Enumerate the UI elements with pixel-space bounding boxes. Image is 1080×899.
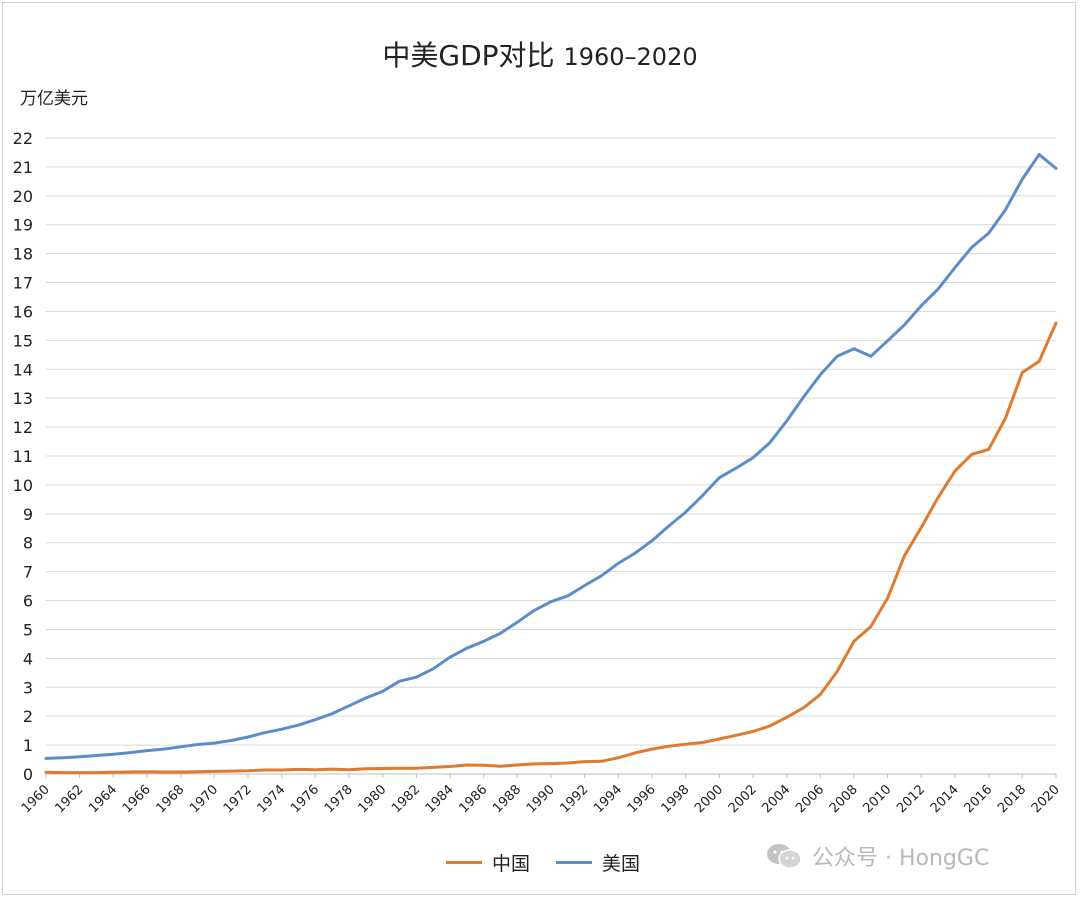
y-tick-label: 17 [13, 274, 33, 293]
y-tick-label: 0 [23, 765, 33, 784]
y-tick-label: 6 [23, 592, 33, 611]
x-tick-label: 2004 [759, 782, 793, 816]
x-tick-label: 1976 [288, 782, 322, 816]
watermark: 公众号 · HongGC [766, 840, 989, 872]
series-line-china [44, 321, 1058, 775]
y-tick-label: 15 [13, 331, 33, 350]
x-tick-label: 1990 [524, 782, 558, 816]
x-tick-label: 1960 [19, 782, 53, 816]
y-tick-label: 18 [13, 245, 33, 264]
legend-label-china: 中国 [492, 853, 531, 875]
y-tick-label: 16 [13, 302, 33, 321]
x-tick-label: 1992 [557, 782, 591, 816]
gridlines [45, 137, 1057, 778]
y-tick-label: 9 [23, 505, 33, 524]
x-tick-label: 2000 [692, 782, 726, 816]
x-tick-label: 2016 [961, 782, 995, 816]
x-tick-label: 1998 [658, 782, 692, 816]
y-tick-label: 8 [23, 534, 33, 553]
x-tick-label: 1982 [389, 782, 423, 816]
y-tick-label: 2 [23, 707, 33, 726]
x-tick-label: 1988 [490, 782, 524, 816]
x-tick-label: 2006 [793, 782, 827, 816]
wechat-icon [766, 843, 802, 869]
y-tick-label: 12 [13, 418, 33, 437]
y-tick-label: 22 [13, 129, 33, 148]
x-tick-label: 1968 [153, 782, 187, 816]
x-tick-label: 1984 [423, 782, 457, 816]
y-tick-label: 14 [13, 360, 33, 379]
watermark-text: 公众号 · HongGC [812, 846, 990, 871]
x-tick-label: 1972 [221, 782, 255, 816]
legend-item-usa: 美国 [556, 849, 640, 876]
legend-swatch-china [446, 861, 482, 864]
y-tick-label: 7 [23, 563, 33, 582]
x-tick-label: 1964 [86, 782, 120, 816]
x-tick-label: 2014 [928, 782, 962, 816]
y-axis-unit-label: 万亿美元 [20, 89, 88, 109]
x-tick-label: 1966 [120, 782, 154, 816]
x-tick-label: 1994 [591, 782, 625, 816]
x-tick-label: 2008 [827, 782, 861, 816]
x-tick-label: 2010 [860, 782, 894, 816]
series-line-usa [44, 153, 1058, 760]
legend-swatch-usa [556, 861, 593, 864]
series-lines [44, 153, 1058, 775]
y-tick-label: 21 [13, 158, 33, 177]
x-tick-label: 1986 [456, 782, 490, 816]
x-tick-label: 2012 [894, 782, 928, 816]
chart-title: 中美GDP对比 1960–2020 [0, 34, 1080, 74]
x-tick-label: 1980 [355, 782, 389, 816]
x-tick-label: 2020 [1029, 782, 1063, 816]
y-tick-label: 13 [13, 389, 33, 408]
y-tick-label: 3 [23, 678, 33, 697]
x-tick-label: 1974 [254, 782, 288, 816]
chart-title-years: 1960–2020 [563, 43, 698, 71]
y-tick-label: 10 [13, 476, 33, 495]
y-tick-label: 11 [13, 447, 33, 466]
x-tick-label: 2002 [726, 782, 760, 816]
x-tick-label: 1996 [625, 782, 659, 816]
x-tick-label: 2018 [995, 782, 1029, 816]
x-tick-label: 1970 [187, 782, 221, 816]
y-tick-label: 20 [13, 187, 33, 206]
y-tick-label: 19 [13, 216, 33, 235]
y-tick-label: 5 [23, 620, 33, 639]
x-tick-label: 1978 [322, 782, 356, 816]
y-tick-label: 1 [23, 736, 33, 755]
legend-label-usa: 美国 [602, 853, 641, 875]
legend-item-china: 中国 [446, 849, 530, 876]
y-tick-label: 4 [23, 649, 33, 668]
legend: 中国 美国 [446, 849, 666, 876]
x-tick-labels: 1960 1962 1964 1966 1968 1970 1972 1974 1976 1978… [19, 782, 1063, 816]
chart-title-main: 中美GDP对比 [382, 39, 555, 72]
x-tick-label: 1962 [52, 782, 86, 816]
